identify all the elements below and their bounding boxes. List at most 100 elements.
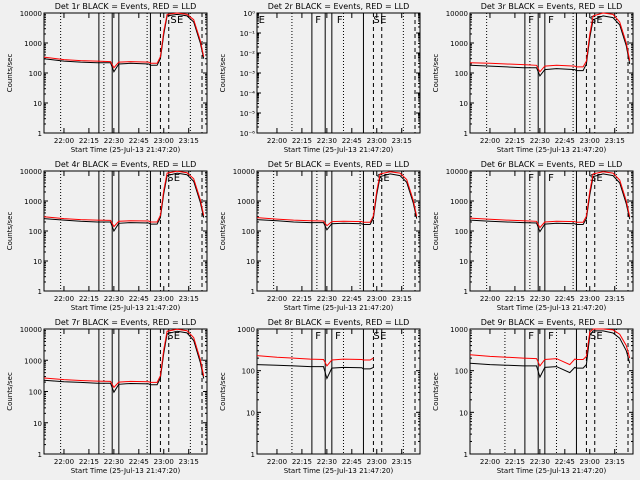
x-tick-label: 22:00 [267,295,287,303]
y-tick-label: 10⁻⁵ [240,110,256,118]
events-series-line [43,330,205,394]
x-tick-label: 22:00 [267,137,287,145]
y-tick-label: 1000 [450,40,468,48]
event-letter: F [335,331,341,342]
y-tick-label: 1000 [24,40,42,48]
plot-frame [469,328,634,455]
detector-panel: Det 9r BLACK = Events, RED = LLD 1 10 100 10… [432,318,634,475]
lld-series-line [43,12,205,69]
x-tick-label: 22:15 [505,295,525,303]
y-tick-label: 10 [459,100,468,108]
y-tick-label: 100 [242,228,255,236]
y-axis-label: Counts/sec [219,212,227,251]
x-axis-label: Start Time (25-Jul-13 21:47:20) [284,467,394,475]
event-letter: E [380,15,386,26]
x-tick-label: 23:15 [392,458,412,466]
event-letter: F [548,15,554,26]
x-axis-label: Start Time (25-Jul-13 21:47:20) [71,304,181,312]
lld-series-line [469,328,631,367]
y-tick-label: 10000 [20,168,42,176]
y-axis-label: Counts/sec [6,54,14,93]
y-tick-label: 1000 [237,198,255,206]
x-tick-label: 22:15 [79,137,99,145]
y-tick-label: 10⁻⁴ [240,90,256,98]
x-tick-label: 22:45 [342,137,362,145]
y-tick-label: 10 [246,258,255,266]
lld-series-line [43,328,205,389]
y-tick-label: 10 [33,258,42,266]
y-axis-label: Counts/sec [432,212,440,251]
x-tick-label: 22:30 [317,137,337,145]
plot-frame [43,12,208,134]
x-tick-label: 23:00 [154,295,174,303]
y-tick-label: 1 [464,288,468,296]
plot-frame [43,170,208,292]
y-tick-label: 10⁻³ [240,70,256,78]
y-tick-label: 1 [464,130,468,138]
x-tick-label: 22:15 [292,295,312,303]
detector-panel: Det 1r BLACK = Events, RED = LLD 1 10 100 10… [6,2,208,154]
events-series-line [469,15,631,77]
x-tick-label: 22:45 [342,458,362,466]
x-tick-label: 23:15 [179,137,199,145]
x-tick-label: 22:30 [104,458,124,466]
x-tick-label: 23:00 [367,295,387,303]
y-tick-label: 10⁻⁶ [240,130,256,138]
y-tick-label: 100 [455,368,468,376]
event-letter: E [596,331,602,342]
x-tick-label: 22:45 [129,458,149,466]
y-axis-label: Counts/sec [6,372,14,411]
x-tick-label: 22:30 [530,458,550,466]
y-tick-label: 10000 [446,10,468,18]
x-tick-label: 23:15 [179,295,199,303]
x-tick-label: 22:45 [129,295,149,303]
panel-title: Det 2r BLACK = Events, RED = LLD [268,2,410,11]
event-letter: S [373,331,379,342]
y-tick-label: 10 [459,258,468,266]
event-letter: E [174,331,180,342]
event-letter: E [174,173,180,184]
x-tick-label: 22:15 [505,137,525,145]
events-series-line [256,364,374,380]
detector-panel: Det 4r BLACK = Events, RED = LLD 1 10 100 10… [6,160,208,312]
panel-title: Det 5r BLACK = Events, RED = LLD [268,160,410,169]
y-tick-label: 10 [459,409,468,417]
event-letter: S [170,15,176,26]
lld-series-line [469,12,631,73]
event-letter: F [528,173,534,184]
x-tick-label: 22:45 [555,137,575,145]
y-tick-label: 10000 [20,326,42,334]
x-tick-label: 23:15 [179,458,199,466]
x-tick-label: 22:00 [54,137,74,145]
panel-title: Det 8r BLACK = Events, RED = LLD [268,318,410,327]
event-letter: F [315,331,321,342]
panel-title: Det 4r BLACK = Events, RED = LLD [55,160,197,169]
events-series-line [469,330,631,379]
y-tick-label: 100 [455,228,468,236]
x-tick-label: 22:30 [530,137,550,145]
event-letter: E [259,15,265,26]
detector-panel: Det 6r BLACK = Events, RED = LLD 1 10 100 10… [432,160,634,312]
x-tick-label: 22:30 [317,458,337,466]
x-tick-label: 23:00 [580,458,600,466]
x-tick-label: 23:00 [580,295,600,303]
y-tick-label: 10 [33,420,42,428]
y-tick-label: 10 [246,409,255,417]
event-letter: S [373,15,379,26]
x-tick-label: 22:45 [342,295,362,303]
event-letter: S [167,331,173,342]
x-tick-label: 23:00 [154,458,174,466]
events-series-line [43,172,205,233]
y-tick-label: 10 [33,100,42,108]
y-tick-label: 100 [29,389,42,397]
y-tick-label: 1000 [450,198,468,206]
x-axis-label: Start Time (25-Jul-13 21:47:20) [71,146,181,154]
x-axis-label: Start Time (25-Jul-13 21:47:20) [71,467,181,475]
event-letter: F [548,331,554,342]
x-axis-label: Start Time (25-Jul-13 21:47:20) [284,146,394,154]
y-tick-label: 10⁻² [240,50,256,58]
detector-panel: Det 5r BLACK = Events, RED = LLD 1 10 100 10… [219,160,421,312]
x-tick-label: 22:00 [267,458,287,466]
y-axis-label: Counts/sec [432,54,440,93]
